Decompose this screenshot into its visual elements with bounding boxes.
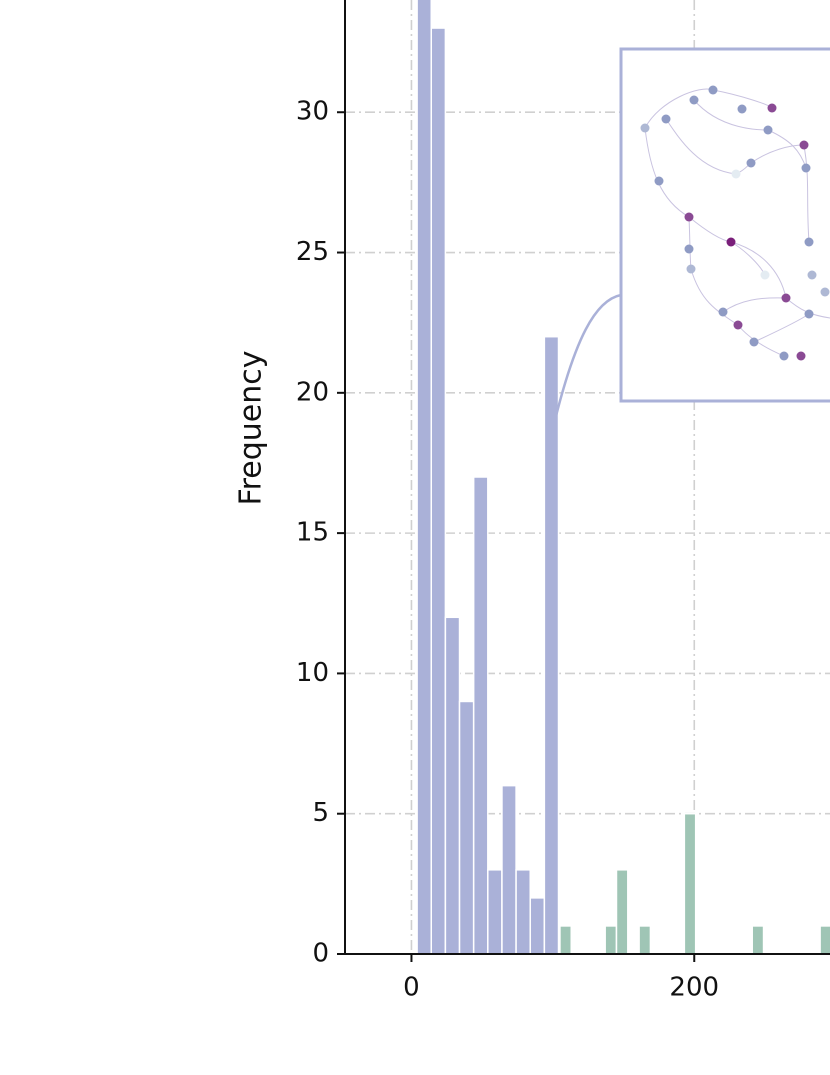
histogram-bar xyxy=(543,335,560,955)
inset-connector xyxy=(553,293,622,421)
histogram-bar xyxy=(430,27,447,955)
y-tick-label: 20 xyxy=(296,377,329,407)
histogram-bar xyxy=(559,925,572,955)
histogram-bar xyxy=(604,925,618,955)
y-tick-label: 30 xyxy=(296,97,329,127)
histogram-bar xyxy=(487,869,503,955)
x-tick-label: 200 xyxy=(669,973,719,1003)
y-tick-label: 15 xyxy=(296,518,329,548)
histogram-bar xyxy=(501,784,517,955)
histogram-bar xyxy=(683,812,697,955)
histogram-bar xyxy=(529,897,546,955)
inset-frame xyxy=(619,47,830,403)
network-nodes xyxy=(640,85,830,361)
y-tick-label: 25 xyxy=(296,237,329,267)
histogram-bar xyxy=(751,925,765,955)
histogram-bar xyxy=(444,616,461,955)
inset xyxy=(619,47,830,403)
histogram-bar xyxy=(416,0,433,955)
y-tick-label: 10 xyxy=(296,658,329,688)
histogram-bar xyxy=(458,700,475,955)
y-axis-label: Frequency xyxy=(234,351,269,506)
y-tick-label: 0 xyxy=(312,939,329,969)
histogram-bar xyxy=(472,476,489,955)
histogram-bar xyxy=(819,925,830,955)
histogram-bar xyxy=(515,869,531,955)
histogram-bar xyxy=(615,869,629,955)
histogram-bar xyxy=(638,925,652,955)
x-tick-label: 0 xyxy=(403,973,420,1003)
axes: 0 5 10 15 20 25 30 0 200 xyxy=(296,0,830,1003)
y-tick-label: 5 xyxy=(312,798,329,828)
